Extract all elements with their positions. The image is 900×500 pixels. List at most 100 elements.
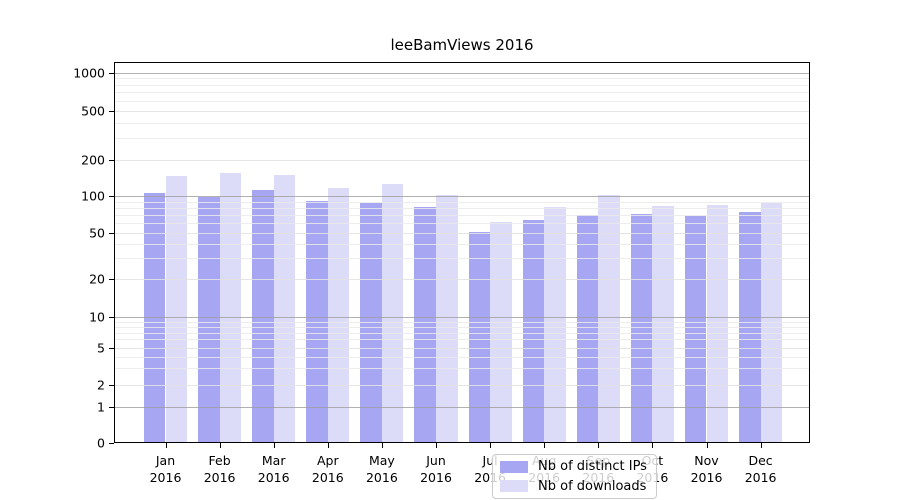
gridline-level <box>114 233 810 234</box>
bar-downloads-sep <box>598 194 620 443</box>
x-tick-mark <box>706 443 708 448</box>
y-tick-mark <box>109 347 114 349</box>
bar-distinct-ips-jul <box>468 231 491 443</box>
y-tick-label: 10 <box>89 309 105 325</box>
x-tick-mark <box>760 443 762 448</box>
bar-downloads-jul <box>490 221 512 443</box>
x-tick-year: 2016 <box>257 470 290 485</box>
gridline-level <box>114 278 810 280</box>
bar-downloads-apr <box>327 188 350 443</box>
gridline-minor <box>114 92 810 94</box>
x-tick-year: 2016 <box>203 470 236 485</box>
gridline-minor <box>114 326 810 328</box>
gridline-minor <box>114 244 810 246</box>
gridline-level <box>114 347 810 349</box>
x-tick-mark <box>219 443 221 448</box>
gridline-minor <box>114 78 810 80</box>
bar-downloads-nov <box>706 204 729 443</box>
gridline-major <box>114 196 810 197</box>
y-tick-mark <box>109 196 114 197</box>
x-tick-year: 2016 <box>365 470 398 485</box>
bar-downloads-may <box>381 183 404 443</box>
x-tick-mark <box>273 443 275 448</box>
x-tick-mark <box>490 443 492 448</box>
x-tick-label: Jun 2016 <box>409 452 463 486</box>
x-tick-month: Dec <box>748 453 773 468</box>
gridline-major <box>114 407 810 408</box>
gridline-minor <box>114 215 810 217</box>
y-tick-label: 2 <box>97 377 105 393</box>
x-tick-mark <box>598 443 600 448</box>
x-tick-month: Mar <box>261 453 286 468</box>
y-tick-mark <box>109 407 114 408</box>
y-tick-mark <box>109 317 114 318</box>
y-tick-label: 5 <box>97 340 105 355</box>
y-tick-mark <box>109 385 114 386</box>
legend-entry-downloads: Nb of downloads <box>499 477 650 497</box>
x-tick-label: Dec 2016 <box>734 452 788 486</box>
gridline-minor <box>114 100 810 102</box>
gridline-minor <box>114 138 810 140</box>
y-tick-label: 100 <box>81 188 105 204</box>
legend: Nb of distinct IPs Nb of downloads <box>492 454 657 499</box>
x-tick-month: Feb <box>208 453 231 468</box>
bar-distinct-ips-may <box>360 203 382 443</box>
grid-layer <box>114 62 810 443</box>
x-tick-year: 2016 <box>420 470 452 485</box>
bar-distinct-ips-nov <box>684 215 707 443</box>
bar-distinct-ips-aug <box>522 219 545 443</box>
x-tick-label: Feb 2016 <box>193 452 247 486</box>
x-tick-mark <box>436 443 437 448</box>
y-tick-label: 200 <box>81 152 105 168</box>
gridline-minor <box>114 332 810 334</box>
x-tick-month: Nov <box>694 453 719 468</box>
gridline-minor <box>114 223 810 225</box>
bar-downloads-aug <box>544 206 566 443</box>
bar-downloads-mar <box>273 174 296 443</box>
gridline-major <box>114 72 810 74</box>
gridline-minor <box>114 321 810 323</box>
y-tick-label: 0 <box>97 435 105 451</box>
bar-downloads-jun <box>436 195 458 443</box>
x-tick-year: 2016 <box>149 470 182 485</box>
bar-downloads-feb <box>219 172 242 443</box>
legend-swatch-distinct-ips <box>500 460 528 473</box>
x-tick-label: Apr 2016 <box>301 452 355 486</box>
gridline-minor <box>114 356 810 358</box>
x-tick-year: 2016 <box>744 470 777 485</box>
bar-distinct-ips-mar <box>252 190 274 443</box>
bar-downloads-dec <box>760 203 783 443</box>
y-tick-mark <box>109 110 114 112</box>
plot-frame <box>114 62 810 443</box>
y-tick-mark <box>109 443 114 444</box>
x-tick-mark <box>544 443 546 448</box>
legend-label-downloads: Nb of downloads <box>538 478 647 494</box>
legend-entry-distinct-ips: Nb of distinct IPs <box>499 457 650 477</box>
bar-distinct-ips-sep <box>576 215 599 443</box>
x-tick-label: May 2016 <box>355 452 409 486</box>
bar-distinct-ips-jun <box>414 206 436 443</box>
x-tick-month: May <box>368 453 395 468</box>
gridline-level <box>114 160 810 161</box>
bar-downloads-oct <box>652 205 674 443</box>
gridline-minor <box>114 258 810 260</box>
legend-swatch-downloads <box>500 480 528 493</box>
x-tick-mark <box>165 443 167 448</box>
gridline-minor <box>114 368 810 370</box>
y-tick-label: 1000 <box>73 65 105 81</box>
gridline-major <box>114 317 810 318</box>
x-tick-month: Jun <box>426 453 446 468</box>
x-tick-year: 2016 <box>311 470 344 485</box>
x-tick-label: Mar 2016 <box>247 452 301 486</box>
x-tick-mark <box>327 443 329 448</box>
y-tick-label: 500 <box>81 103 105 118</box>
y-tick-mark <box>109 160 114 161</box>
x-tick-year: 2016 <box>690 470 723 485</box>
x-tick-label: Nov 2016 <box>680 452 734 486</box>
y-tick-mark <box>109 278 114 280</box>
bar-downloads-jan <box>165 175 188 443</box>
legend-label-distinct-ips: Nb of distinct IPs <box>538 459 647 475</box>
gridline-minor <box>114 84 810 86</box>
gridline-minor <box>114 339 810 341</box>
